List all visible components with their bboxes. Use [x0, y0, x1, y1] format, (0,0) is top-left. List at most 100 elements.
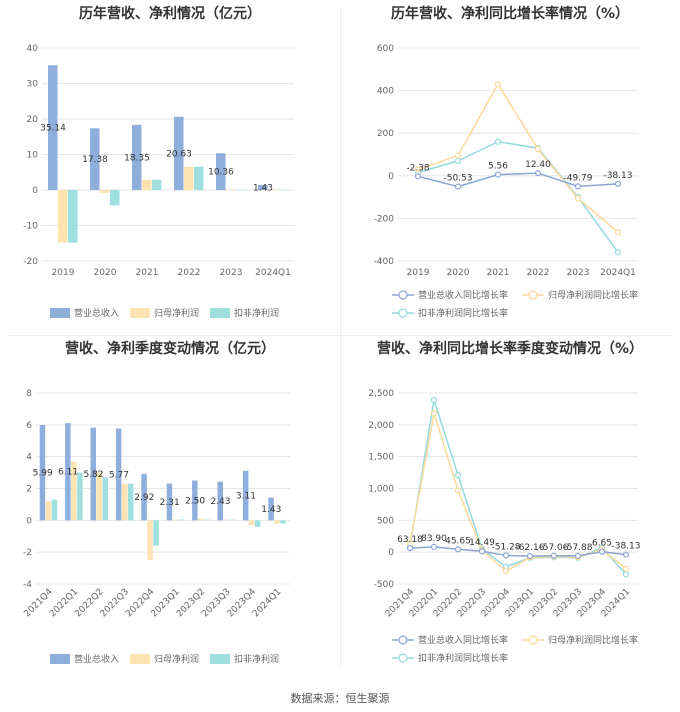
data-label: 2.50 — [185, 496, 205, 506]
series-line — [417, 82, 619, 233]
legend-label: 归母净利润同比增长率 — [548, 634, 638, 646]
legend-marker — [528, 290, 538, 300]
bar — [147, 520, 153, 561]
x-tick-label: 2023 — [220, 268, 243, 278]
x-tick-label: 2022 — [527, 268, 550, 278]
series-line — [417, 172, 619, 188]
data-point — [614, 229, 622, 236]
chart-title: 历年营收、净利情况（亿元） — [79, 5, 261, 22]
data-point — [414, 173, 422, 180]
y-tick-label: 0 — [32, 186, 38, 196]
legend-marker — [528, 635, 538, 645]
data-label: 12.40 — [525, 160, 551, 170]
bar — [51, 499, 58, 521]
legend-label: 归母净利润 — [154, 307, 199, 319]
bar — [110, 190, 120, 206]
data-point — [430, 396, 438, 404]
bar — [223, 519, 229, 521]
legend-swatch — [130, 308, 150, 318]
bar — [217, 481, 223, 521]
chart-title: 营收、净利季度变动情况（亿元） — [65, 340, 275, 357]
data-label: -57.06 — [539, 543, 568, 553]
bar — [236, 189, 246, 191]
bar — [166, 483, 173, 521]
data-label: 2.92 — [134, 493, 154, 503]
y-tick-label: 30 — [27, 80, 39, 90]
series-line — [417, 140, 619, 253]
legend-label: 营业总收入 — [74, 307, 119, 319]
data-point — [406, 545, 414, 552]
data-point — [454, 472, 462, 479]
bar — [178, 519, 185, 521]
quarterly-revenue-profit-chart: 营收、净利季度变动情况（亿元）86420-2-45.992021Q46.1120… — [22, 340, 290, 665]
x-tick-label: 2023 — [567, 268, 590, 278]
y-tick-label: 0 — [388, 548, 394, 558]
bar — [268, 497, 274, 521]
data-point — [622, 565, 630, 572]
series-line — [409, 546, 627, 557]
data-label: 83.90 — [421, 534, 447, 544]
data-point — [430, 410, 438, 417]
data-point — [574, 552, 582, 559]
x-tick-label: 2019 — [407, 268, 430, 278]
data-label: -50.53 — [443, 174, 472, 184]
data-label: -38.13 — [603, 171, 632, 181]
data-point — [574, 195, 582, 202]
data-label: 18.35 — [124, 153, 150, 163]
x-tick-label: 2024Q1 — [600, 268, 636, 278]
data-point — [454, 157, 462, 164]
data-point — [614, 180, 622, 188]
bar — [121, 483, 128, 521]
panel-divider-horizontal — [8, 335, 672, 336]
bar — [127, 483, 134, 521]
x-tick-label: 2024Q1 — [255, 268, 291, 278]
data-label: -51.28 — [491, 542, 520, 552]
chart-title: 历年营收、净利同比增长率情况（%） — [391, 5, 629, 22]
bar — [216, 153, 226, 190]
bar — [77, 472, 83, 521]
data-label: 10.36 — [208, 168, 234, 178]
y-tick-label: 0 — [388, 172, 394, 182]
bar — [268, 189, 278, 191]
legend-marker — [398, 308, 408, 318]
bar — [242, 470, 249, 521]
y-tick-label: 1,500 — [368, 453, 394, 463]
legend-swatch — [130, 654, 150, 664]
legend-swatch — [210, 654, 230, 664]
data-point — [534, 170, 542, 177]
bar — [204, 519, 210, 521]
data-point — [454, 487, 462, 494]
bar — [258, 184, 268, 190]
data-point — [494, 81, 502, 88]
legend-label: 营业总收入同比增长率 — [418, 634, 508, 646]
legend-label: 扣非净利润 — [234, 653, 279, 665]
data-label: 5.56 — [488, 162, 508, 172]
x-tick-label: 2019 — [52, 268, 75, 278]
bar — [39, 424, 46, 521]
data-point — [454, 546, 462, 553]
legend-label: 营业总收入同比增长率 — [418, 289, 508, 301]
data-point — [622, 551, 630, 558]
bar — [58, 190, 68, 243]
legend-label: 扣非净利润同比增长率 — [418, 652, 508, 664]
data-point — [622, 571, 630, 578]
x-tick-label: 2024Q1 — [251, 587, 283, 619]
legend: 营业总收入 归母净利润 扣非净利润 — [50, 307, 279, 319]
x-tick-label: 2020 — [94, 268, 117, 278]
y-tick-label: 4 — [26, 453, 32, 463]
annual-revenue-profit-chart: 历年营收、净利情况（亿元） 40 30 20 10 0 -10 -20 35.14 2019 17.… — [23, 5, 294, 319]
legend-label: 扣非净利润 — [234, 307, 279, 319]
bar — [142, 179, 152, 190]
y-tick-label: 10 — [27, 151, 39, 161]
bar — [115, 428, 122, 521]
bar — [192, 480, 198, 521]
bar — [226, 189, 236, 190]
legend-swatch — [50, 654, 70, 664]
y-tick-label: 1,000 — [368, 485, 394, 495]
bar — [152, 179, 162, 190]
data-label: -62.16 — [515, 543, 544, 553]
y-tick-label: 400 — [377, 87, 394, 97]
x-tick-label: 2022 — [178, 268, 201, 278]
data-point — [454, 152, 462, 159]
